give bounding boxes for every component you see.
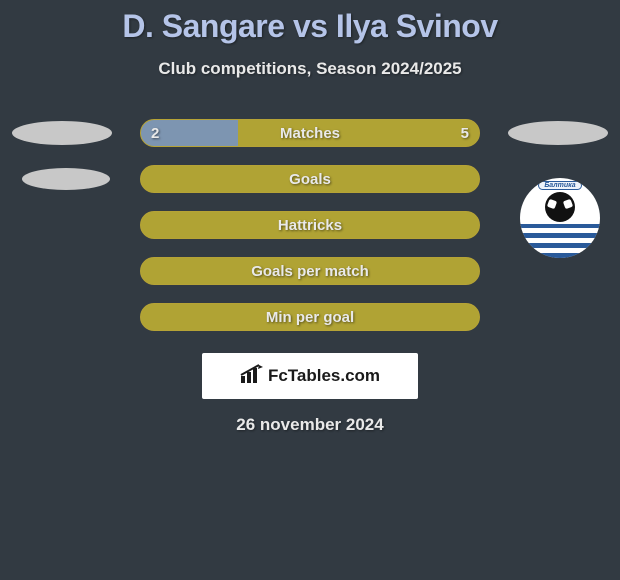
bar-gpm: Goals per match bbox=[140, 257, 480, 285]
brand-text: FcTables.com bbox=[268, 366, 380, 386]
matches-left-value: 2 bbox=[151, 125, 159, 142]
club-logo-text: Балтика bbox=[538, 181, 581, 190]
player-left-placeholder bbox=[12, 121, 112, 145]
row-gpm: Goals per match bbox=[0, 257, 620, 285]
matches-right-value: 5 bbox=[461, 125, 469, 142]
mpg-label: Min per goal bbox=[266, 309, 354, 326]
bar-mpg: Min per goal bbox=[140, 303, 480, 331]
bar-hattricks: Hattricks bbox=[140, 211, 480, 239]
player-right-placeholder bbox=[508, 121, 608, 145]
bar-matches: 2 Matches 5 bbox=[140, 119, 480, 147]
page-title: D. Sangare vs Ilya Svinov bbox=[0, 0, 620, 45]
ellipse-icon bbox=[22, 168, 110, 190]
bar-goals: Goals bbox=[140, 165, 480, 193]
bars-chart-icon bbox=[240, 364, 264, 389]
row-matches: 2 Matches 5 bbox=[0, 119, 620, 147]
comparison-card: D. Sangare vs Ilya Svinov Club competiti… bbox=[0, 0, 620, 580]
bar-matches-right-seg bbox=[238, 120, 479, 146]
ellipse-icon bbox=[508, 121, 608, 145]
row-mpg: Min per goal bbox=[0, 303, 620, 331]
date-label: 26 november 2024 bbox=[0, 415, 620, 435]
gpm-label: Goals per match bbox=[251, 263, 369, 280]
hattricks-label: Hattricks bbox=[278, 217, 342, 234]
club-logo-right: Балтика bbox=[520, 178, 600, 258]
brand-box: FcTables.com bbox=[202, 353, 418, 399]
matches-label: Matches bbox=[280, 125, 340, 142]
ellipse-icon bbox=[12, 121, 112, 145]
row-goals: Goals bbox=[0, 165, 620, 193]
soccer-ball-icon bbox=[545, 192, 575, 222]
subtitle: Club competitions, Season 2024/2025 bbox=[0, 59, 620, 79]
goals-label: Goals bbox=[289, 171, 331, 188]
team-left-placeholder bbox=[22, 168, 110, 190]
